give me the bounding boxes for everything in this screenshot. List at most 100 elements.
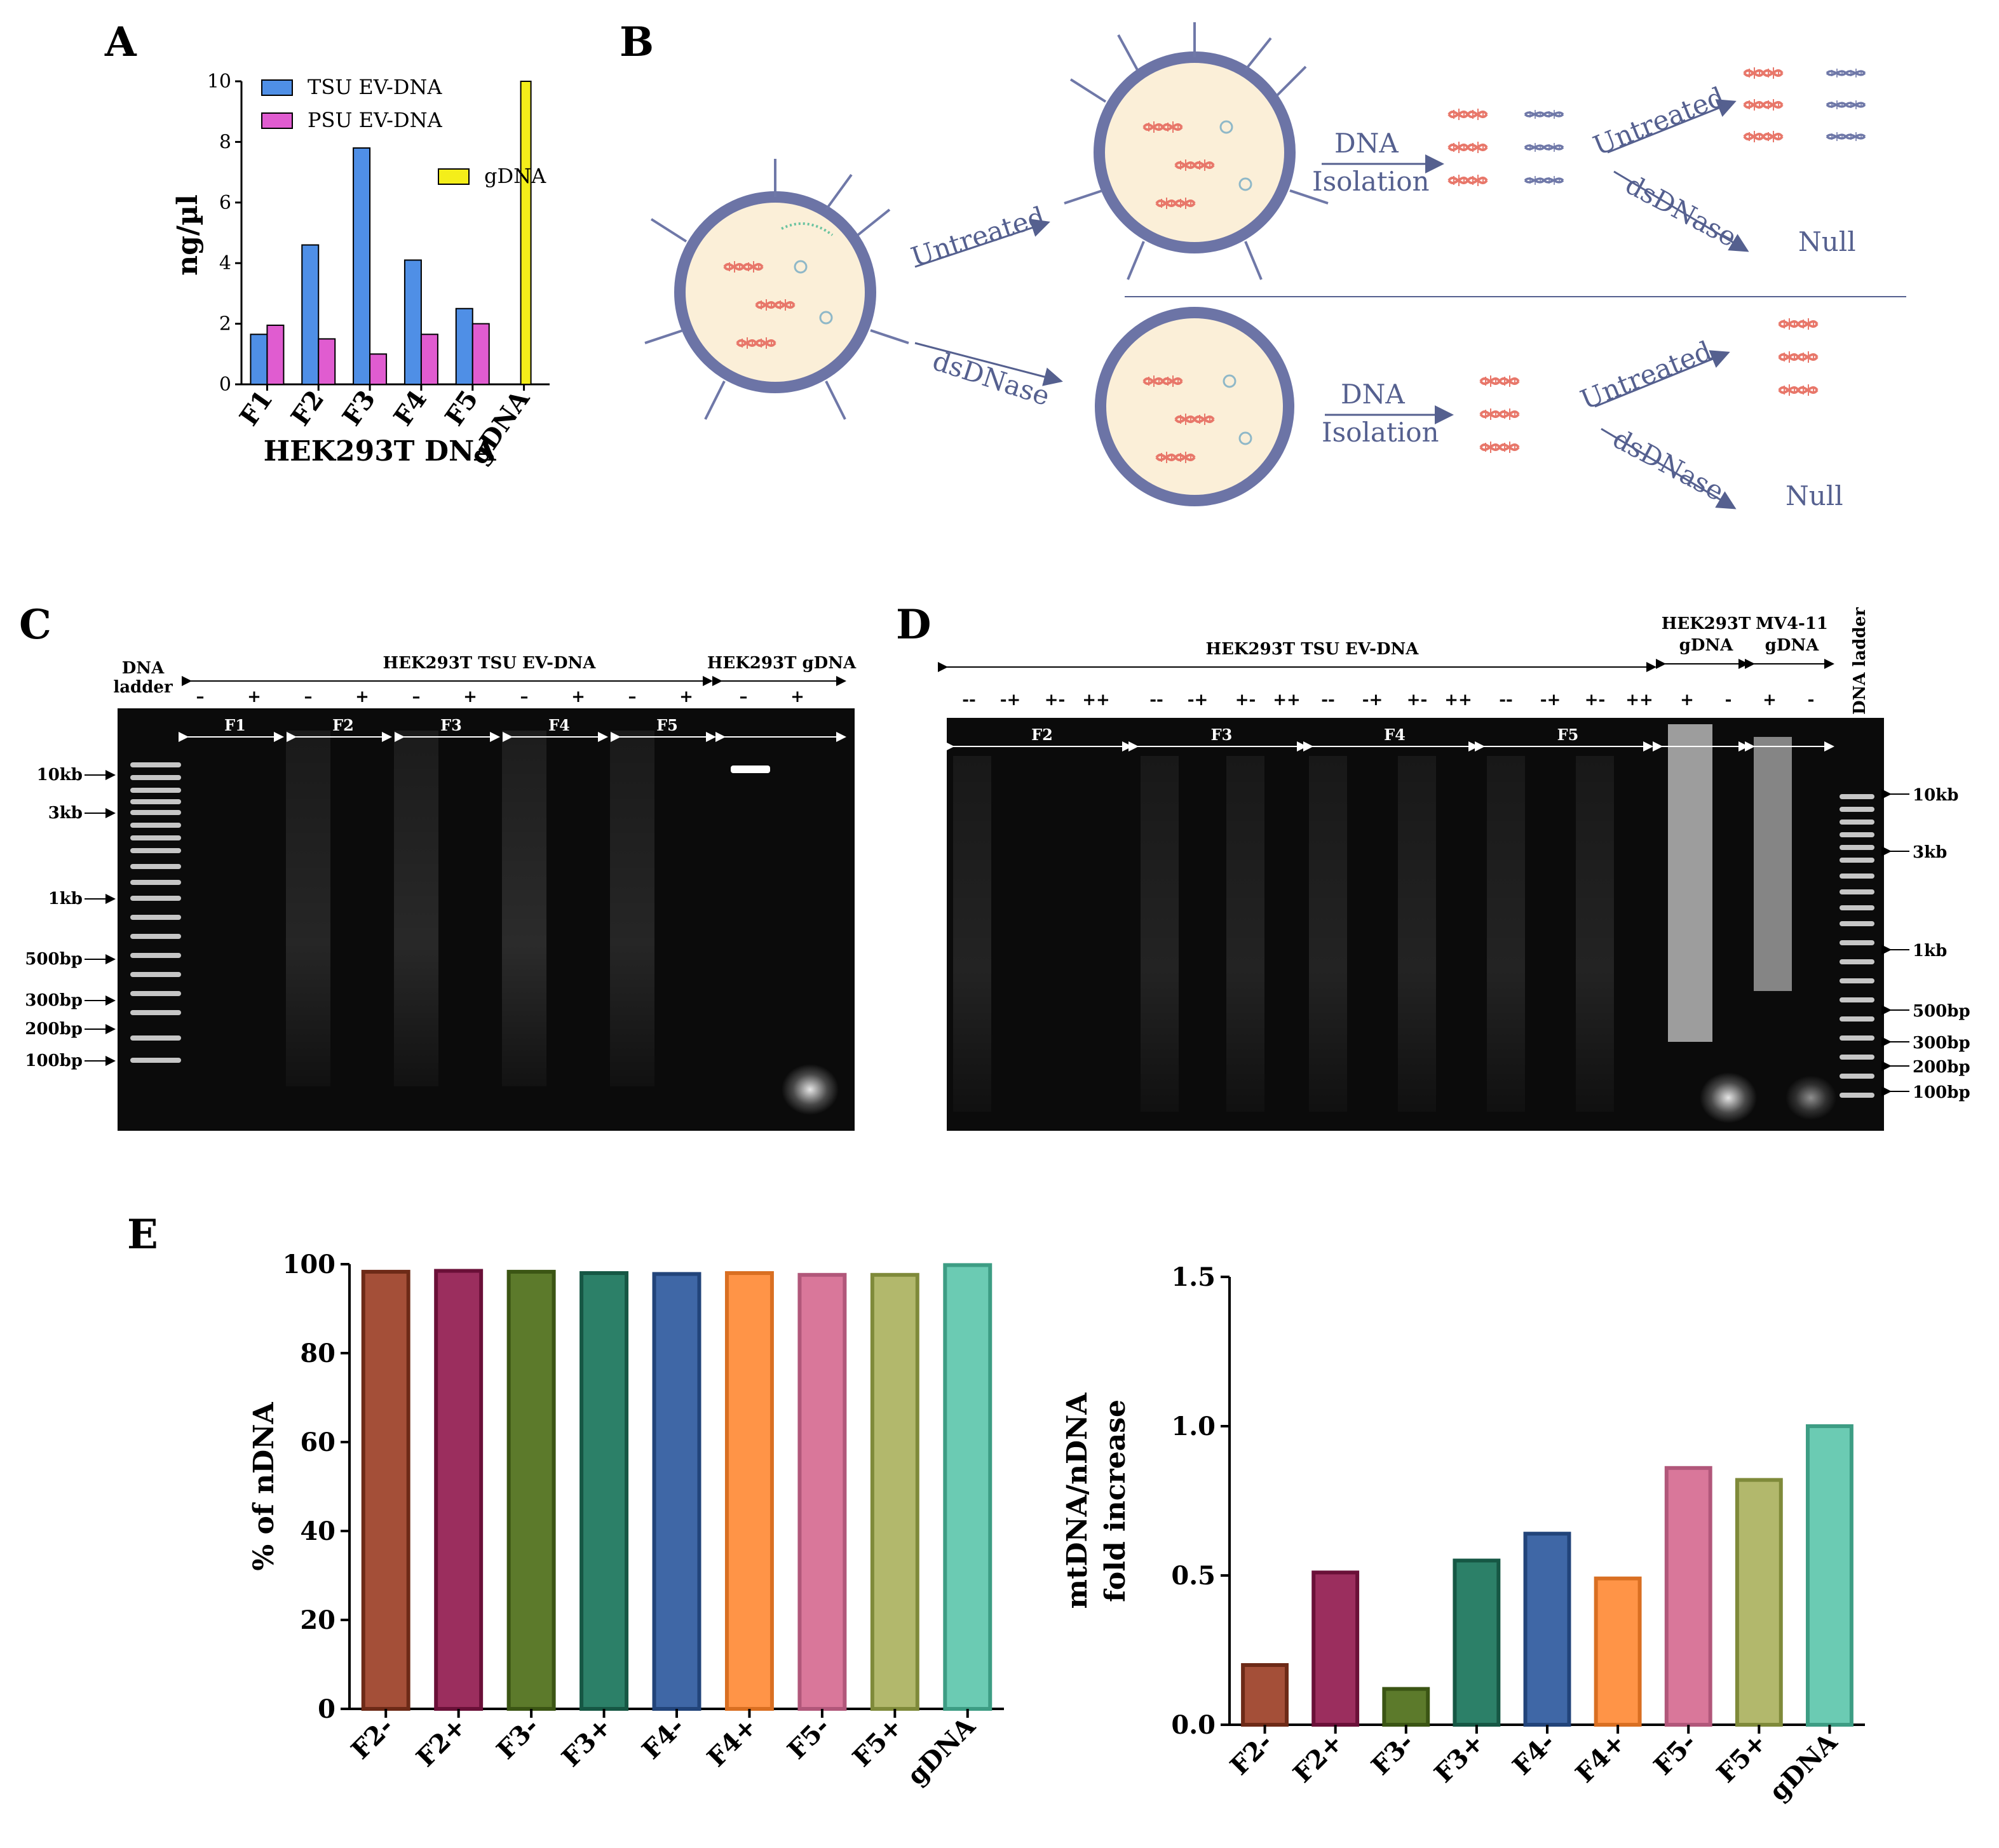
gel-d-marker-label: 10kb: [1913, 786, 1958, 805]
gel-c-ladder-band: [130, 1010, 181, 1015]
gel-d-ladder-band: [1840, 794, 1874, 799]
gel-d-sign: +-: [1045, 691, 1066, 710]
gel-c-fraction-label: F3: [440, 716, 462, 734]
bar: [1664, 1466, 1712, 1727]
gel-c-ladder-band: [130, 848, 181, 853]
chart-a-ytick-label: 6: [219, 192, 231, 214]
gel-d-ladder-band: [1840, 1035, 1874, 1041]
gel-d-group3-2: gDNA: [1765, 636, 1819, 655]
gel-d-fraction-label: F3: [1211, 725, 1233, 744]
gel-d-fraction-label: F4: [1384, 725, 1406, 744]
chart-a-legend-label: gDNA: [484, 164, 546, 188]
gel-d-ladder-band: [1840, 978, 1874, 983]
gel-d-sign: +-: [1235, 691, 1256, 710]
gel-d-sign: --: [962, 691, 976, 710]
dna-result-dsdnase: [1778, 317, 1819, 397]
ev-source-spikes: [644, 159, 909, 420]
gel-d-group2-1: HEK293T: [1662, 614, 1751, 633]
label-dsdnase-2: dsDNase: [1620, 169, 1742, 253]
gel-c-sign: –: [520, 687, 529, 706]
xtick-label: gDNA: [902, 1711, 982, 1791]
gel-c-ladder-band: [130, 788, 181, 793]
gel-d-sign: -+: [1188, 691, 1209, 710]
xtick-label: F4+: [1569, 1727, 1631, 1789]
label-dna-1: DNA: [1334, 128, 1399, 159]
gel-c-sign: –: [740, 687, 748, 706]
gel-d-fraction-label: F5: [1557, 725, 1579, 744]
gel-d-marker-label: 500bp: [1913, 1002, 1970, 1021]
xtick-label: F4-: [1507, 1727, 1561, 1781]
chart-a-ylabel: ng/µl: [172, 194, 204, 276]
ylabel: % of nDNA: [248, 1402, 280, 1571]
gel-c-ladder-band: [130, 972, 181, 977]
gel-c-smear: [502, 731, 546, 1086]
panel-label-d: D: [896, 601, 932, 649]
gel-d-glow-1: [1700, 1072, 1757, 1123]
chart-a-ytick-label: 8: [219, 131, 231, 153]
label-isolation-1: Isolation: [1312, 166, 1430, 197]
dna-isolated-dsdnase: [1479, 374, 1520, 454]
gel-d-sign: --: [1321, 691, 1335, 710]
gel-c-marker-label: 10kb: [37, 766, 83, 785]
gel-c-image: [118, 708, 855, 1131]
gel-d-smear: [1141, 756, 1179, 1112]
gel-c-ladder-band: [130, 991, 181, 996]
bar: [724, 1271, 774, 1711]
gel-c-sign: +: [790, 687, 804, 706]
panel-d: D HEK293T TSU EV-DNA HEK293T gDNA MV4-11…: [896, 601, 1970, 1131]
panel-label-a: A: [104, 18, 137, 66]
bar: [797, 1272, 847, 1711]
gel-d-ladder-band: [1840, 1055, 1874, 1060]
gel-d-smear: [1487, 756, 1525, 1112]
gel-d-sign: -+: [1000, 691, 1021, 710]
gel-c-ladder-band: [130, 896, 181, 901]
gel-d-smear: [1226, 756, 1264, 1112]
label-untreated-2: Untreated: [1589, 81, 1728, 161]
label-dsdnase-3: dsDNase: [1608, 423, 1729, 508]
gel-c-glow: [782, 1064, 839, 1115]
chart-a-xtick-label: F3: [337, 385, 382, 431]
xtick-label: F3-: [1365, 1727, 1420, 1781]
xtick-label: F2-: [346, 1711, 400, 1765]
panel-label-c: C: [19, 601, 51, 649]
gel-c-ladder-band: [130, 799, 181, 804]
gel-d-smear: [1576, 756, 1614, 1112]
gel-d-sign: -+: [1540, 691, 1561, 710]
gel-c-marker-label: 3kb: [48, 804, 83, 823]
gel-d-gdna-smear-1: [1668, 724, 1712, 1042]
ytick-label: 20: [300, 1605, 335, 1635]
gel-c-lanes: F1 F2 F3 F4 F5: [130, 716, 846, 1115]
gel-d-ladder-band: [1840, 832, 1874, 837]
bar: [579, 1271, 629, 1711]
gel-d-marker-label: 3kb: [1913, 843, 1947, 862]
gel-d-smear: [953, 756, 991, 1112]
chart-a-bar: [455, 307, 473, 385]
chart-a-bar: [520, 81, 532, 385]
ytick-label: 60: [300, 1427, 335, 1457]
chart-a-bar: [250, 334, 268, 385]
xtick-label: F3+: [1428, 1727, 1490, 1789]
gel-d-sign: --: [1149, 691, 1163, 710]
bar: [1241, 1663, 1289, 1727]
panel-label-b: B: [620, 18, 654, 66]
gel-d-smear: [1309, 756, 1347, 1112]
ytick-label: 0.5: [1171, 1561, 1216, 1591]
gel-d-ladder-band: [1840, 845, 1874, 850]
gel-c-sign: +: [463, 687, 477, 706]
ev-source: [644, 159, 909, 420]
gel-c-ladder-band: [130, 1035, 181, 1041]
gel-c-signs: – + – + – + – + – + – +: [196, 687, 804, 706]
chart-a-bar: [318, 338, 336, 386]
xtick-label: F3-: [491, 1711, 545, 1765]
ev-dsdnase: [1095, 307, 1294, 506]
gel-c-fraction-label: F5: [656, 716, 678, 734]
gel-c-sign: +: [247, 687, 261, 706]
gel-c-fraction-label: F4: [548, 716, 570, 734]
ytick-label: 80: [300, 1339, 335, 1368]
chart-a-xtick-label: F1: [234, 385, 279, 431]
gel-c-ladder-band: [130, 934, 181, 939]
gel-d-marker-label: 300bp: [1913, 1034, 1970, 1053]
bar: [1523, 1532, 1571, 1727]
bar: [870, 1272, 919, 1711]
gel-c-ladder-band: [130, 915, 181, 920]
